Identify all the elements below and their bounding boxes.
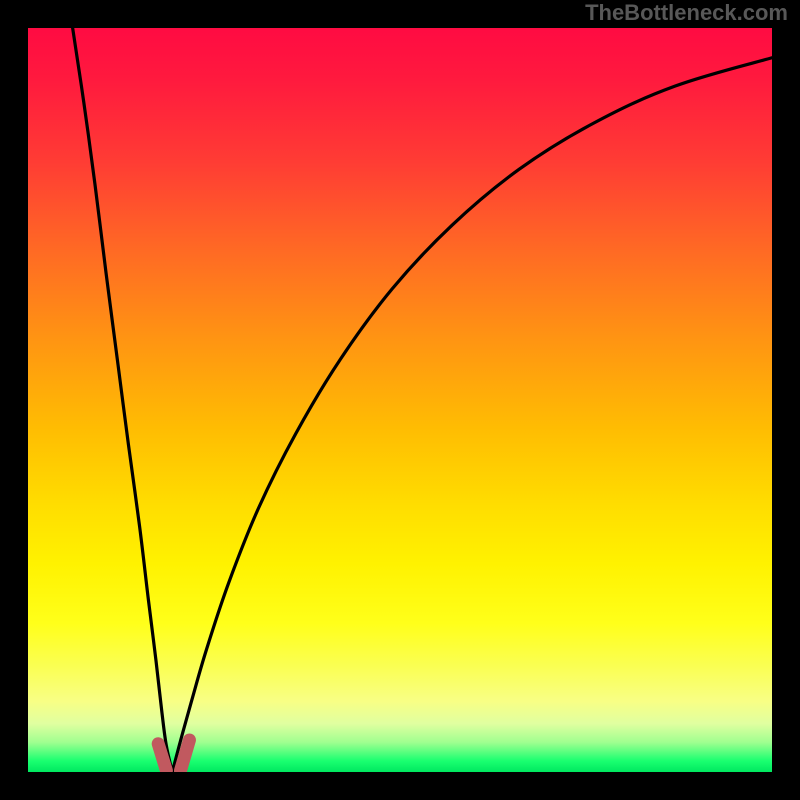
attribution-text: TheBottleneck.com	[585, 0, 788, 26]
chart-container: TheBottleneck.com	[0, 0, 800, 800]
plot-area	[28, 28, 772, 772]
curve-layer	[28, 28, 772, 772]
v-curve	[73, 28, 772, 772]
